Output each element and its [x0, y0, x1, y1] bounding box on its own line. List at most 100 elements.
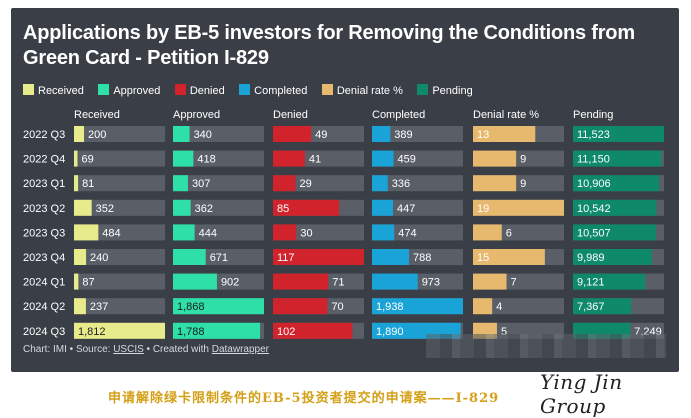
bar-denied — [273, 249, 364, 265]
data-label-approved: 1,788 — [177, 326, 205, 338]
data-label-received: 69 — [81, 154, 93, 166]
bar-pending — [573, 175, 660, 192]
bar-track-received — [74, 175, 165, 192]
data-label-received: 484 — [102, 227, 120, 239]
data-label-pending: 9,989 — [577, 252, 605, 264]
data-label-completed: 336 — [392, 178, 410, 190]
legend-swatch-completed — [239, 84, 251, 96]
column-header-received: Received — [74, 109, 120, 121]
legend-swatch-approved — [98, 84, 110, 96]
data-label-approved: 902 — [221, 277, 239, 289]
bar-denial-rate — [473, 126, 536, 142]
data-label-received: 1,812 — [78, 326, 106, 338]
data-label-approved: 307 — [192, 178, 210, 190]
bar-pending — [573, 224, 656, 241]
legend-item-pending: Pending — [417, 84, 473, 98]
data-label-pending: 11,150 — [577, 154, 610, 166]
legend-item-received: Received — [23, 84, 84, 97]
row-label-2022-q3: 2022 Q3 — [23, 129, 65, 141]
chart-footer: Chart: IMI • Source: USCIS • Created wit… — [23, 344, 269, 355]
bar-denied — [273, 273, 329, 290]
row-label-2024-q2: 2024 Q2 — [23, 301, 65, 313]
data-label-pending: 10,542 — [577, 203, 611, 215]
legend-item-denied: Denied — [174, 84, 225, 97]
bar-denial-rate — [473, 224, 502, 241]
bar-denied — [273, 126, 312, 142]
column-header-pending: Pending — [573, 109, 613, 121]
data-label-denial-rate: 9 — [520, 154, 526, 166]
data-label-denied: 85 — [277, 203, 289, 215]
bar-track-completed — [372, 199, 463, 216]
data-label-completed: 447 — [397, 203, 415, 215]
data-label-completed: 1,890 — [376, 326, 404, 338]
bar-denied — [273, 199, 340, 216]
bar-received — [74, 249, 87, 265]
bar-track-completed — [372, 126, 463, 142]
data-label-denial-rate: 13 — [477, 129, 489, 141]
bar-received — [74, 175, 79, 192]
bar-approved — [173, 224, 195, 241]
bar-track-denial-rate — [473, 298, 564, 315]
bar-received — [74, 126, 85, 142]
legend-label-denial-rate: Denial rate % — [336, 85, 403, 98]
bar-approved — [173, 298, 264, 315]
data-label-denial-rate: 9 — [520, 178, 526, 190]
legend-swatch-denial-rate — [321, 84, 333, 96]
bar-denial-rate — [473, 249, 545, 265]
bar-approved — [173, 175, 188, 192]
row-label-2024-q3: 2024 Q3 — [23, 326, 65, 338]
bar-approved — [173, 126, 190, 142]
datawrapper-link[interactable]: Datawrapper — [211, 344, 270, 355]
data-label-pending: 9,121 — [577, 277, 605, 289]
bar-denial-rate — [473, 175, 517, 192]
bar-track-approved — [173, 175, 264, 192]
data-label-denied: 29 — [300, 178, 312, 190]
data-label-approved: 418 — [197, 154, 215, 166]
data-label-received: 352 — [96, 203, 114, 215]
data-label-completed: 459 — [398, 154, 416, 166]
legend-item-completed: Completed — [239, 84, 307, 97]
source-link[interactable]: USCIS — [113, 344, 144, 355]
bar-completed — [372, 249, 410, 265]
legend-item-approved: Approved — [98, 84, 160, 97]
data-label-approved: 362 — [195, 203, 213, 215]
column-header-approved: Approved — [173, 109, 220, 121]
data-label-pending: 10,906 — [577, 178, 611, 190]
data-label-denied: 70 — [331, 301, 343, 313]
data-label-completed: 973 — [422, 277, 440, 289]
data-label-denial-rate: 19 — [477, 203, 489, 215]
legend-label-received: Received — [38, 85, 84, 98]
column-header-denial-rate: Denial rate % — [473, 109, 539, 121]
data-label-denied: 41 — [309, 154, 321, 166]
bar-pending — [573, 249, 652, 265]
bar-completed — [372, 126, 391, 142]
data-label-denied: 117 — [277, 252, 295, 264]
column-header-completed: Completed — [372, 109, 425, 121]
data-label-pending: 11,523 — [577, 129, 610, 141]
data-label-received: 200 — [88, 129, 106, 141]
data-label-denial-rate: 7 — [511, 277, 517, 289]
bar-received — [74, 273, 79, 290]
bar-received — [74, 199, 92, 216]
legend-swatch-denied — [174, 84, 186, 96]
data-label-approved: 444 — [199, 227, 217, 239]
bar-approved — [173, 322, 261, 339]
footer-middle: • Created with — [143, 344, 212, 355]
bar-pending — [573, 199, 657, 216]
bar-denied — [273, 150, 305, 167]
bar-completed — [372, 224, 395, 241]
bar-track-completed — [372, 175, 463, 192]
bar-denied — [273, 175, 296, 192]
data-label-denial-rate: 15 — [477, 252, 489, 264]
bar-denial-rate — [473, 199, 564, 216]
blurred-watermark — [426, 334, 666, 358]
legend-label-pending: Pending — [432, 85, 473, 98]
data-label-pending: 10,507 — [577, 227, 611, 239]
bar-completed — [372, 150, 394, 167]
bar-track-received — [74, 249, 165, 265]
bar-received — [74, 298, 86, 315]
row-label-2023-q2: 2023 Q2 — [23, 203, 65, 215]
data-label-received: 240 — [90, 252, 108, 264]
legend-swatch-pending — [417, 84, 429, 96]
legend-swatch-received — [23, 84, 34, 96]
